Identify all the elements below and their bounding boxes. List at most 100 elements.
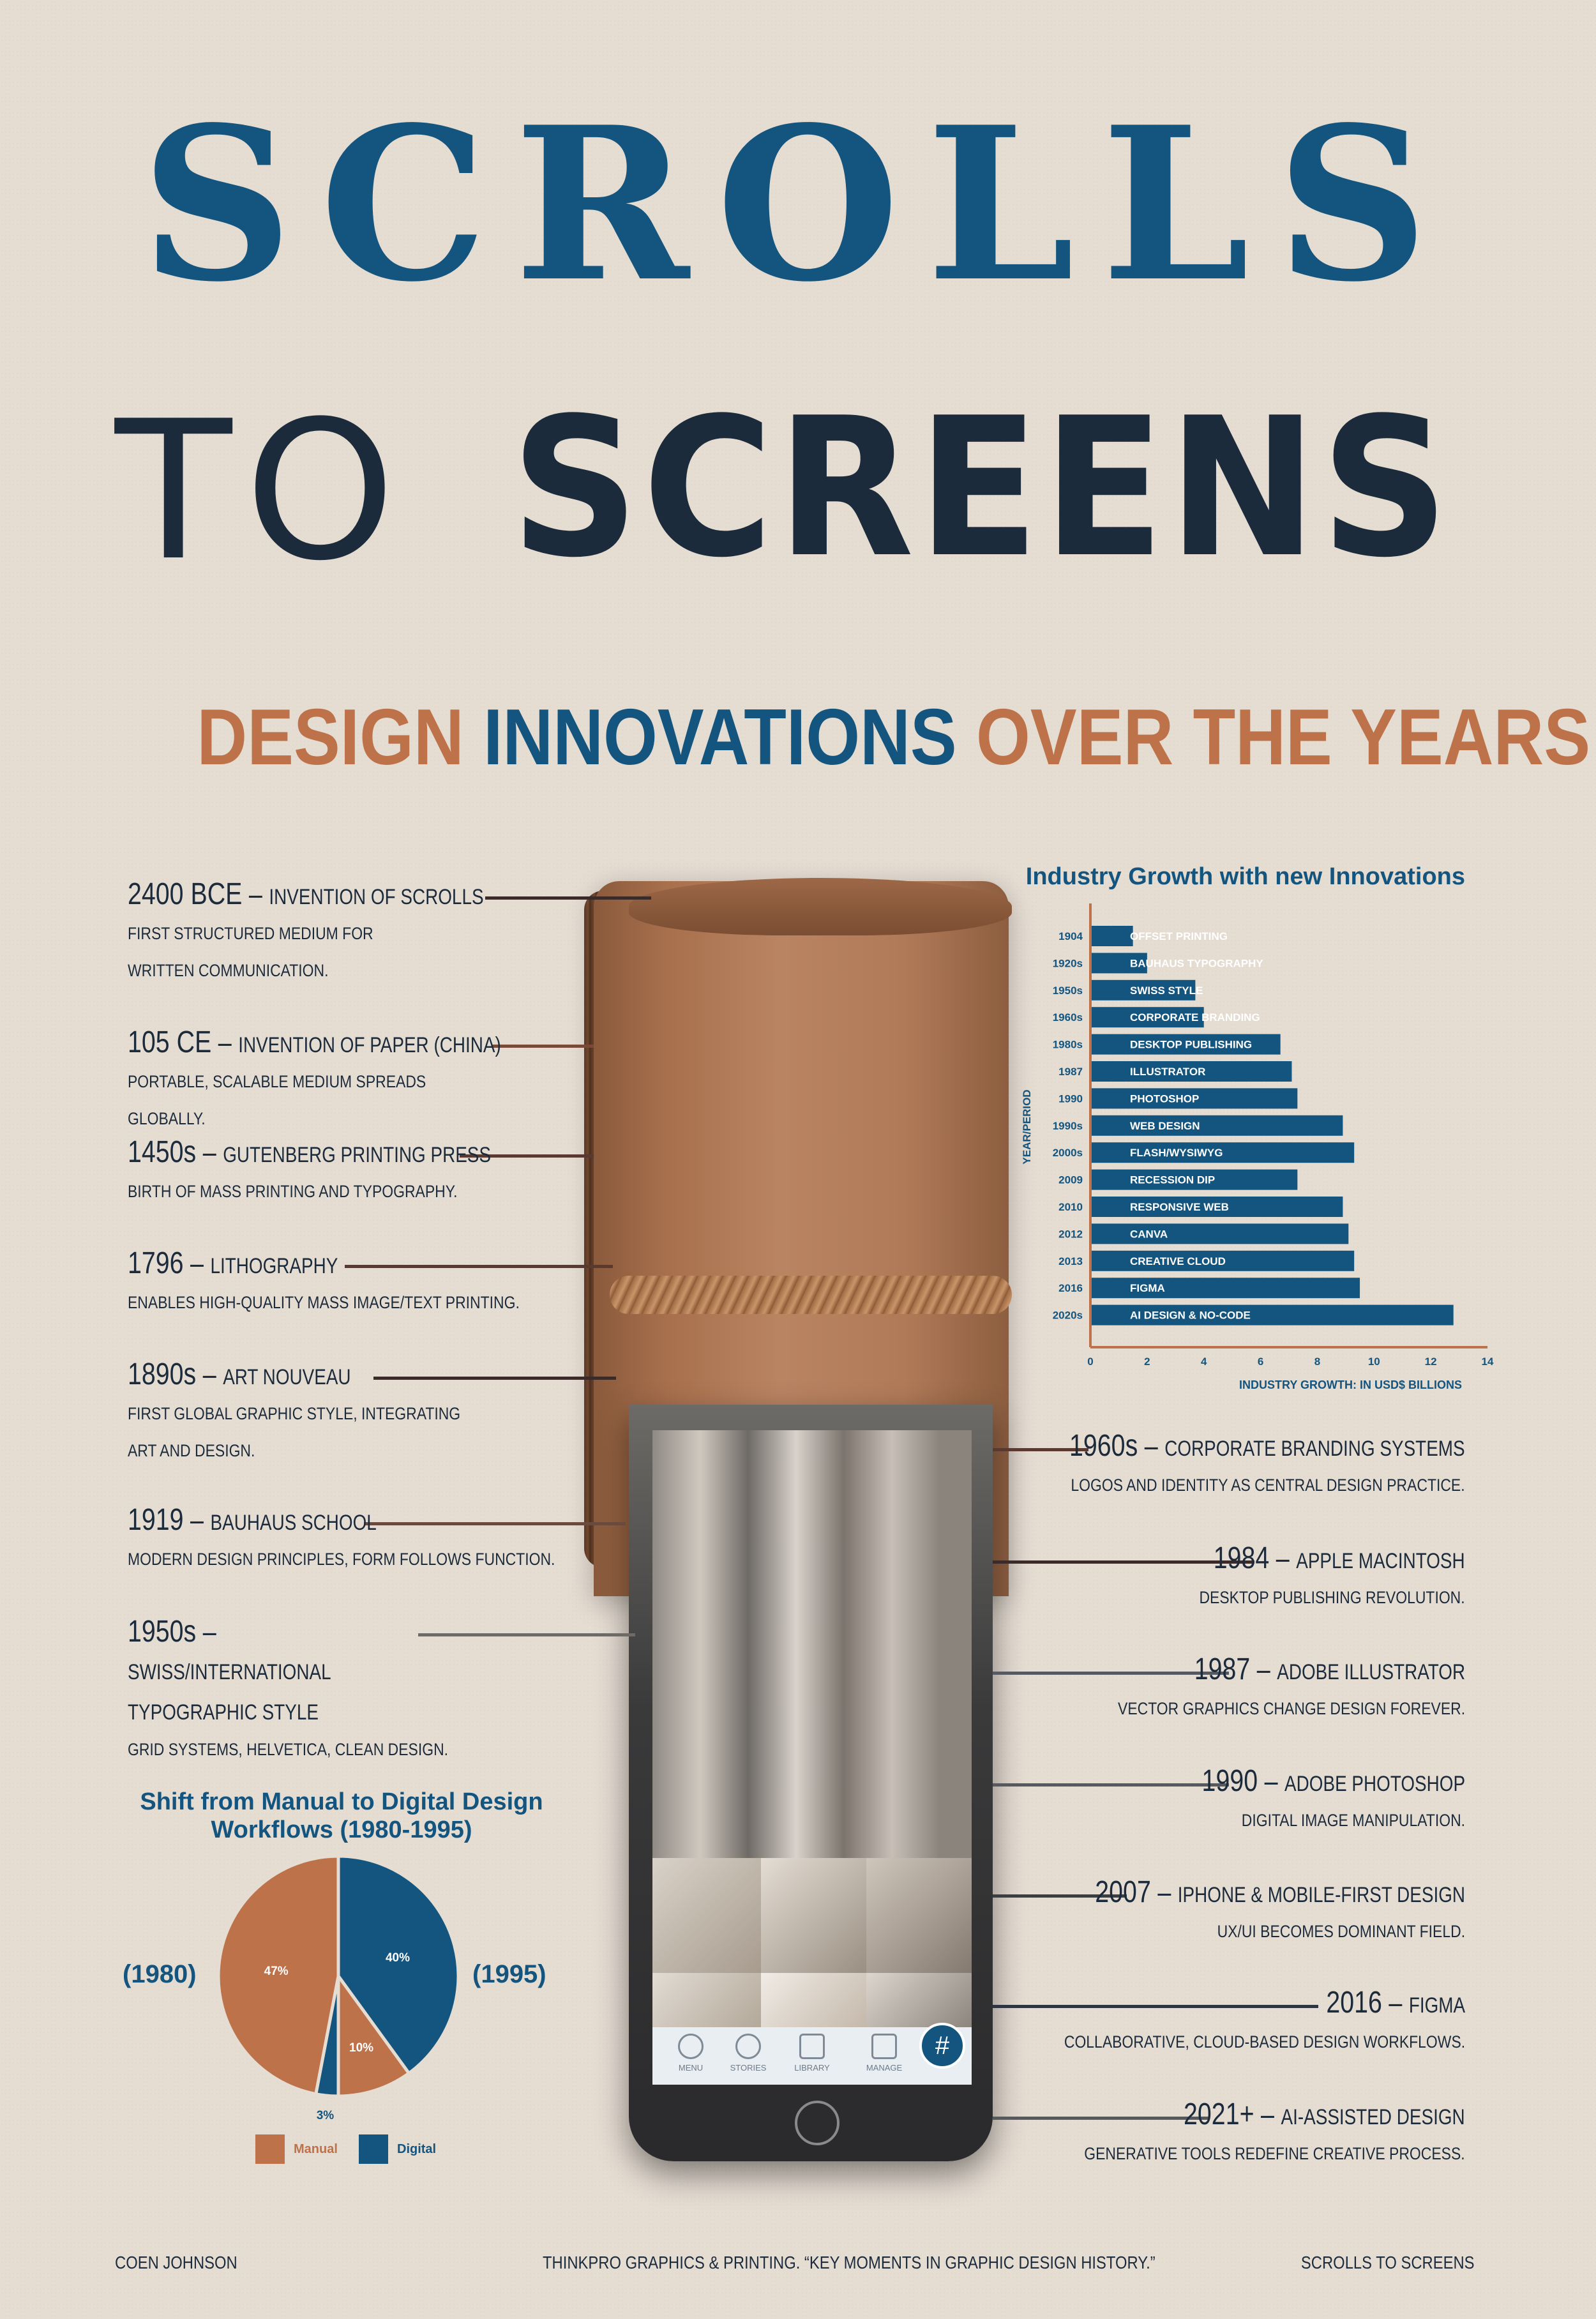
- tab-menu[interactable]: MENU: [662, 2034, 719, 2078]
- bar-data-label: BAUHAUS TYPOGRAPHY: [1130, 957, 1263, 969]
- timeline-event-name: Swiss/International Typographic Style: [128, 1660, 331, 1725]
- timeline-event-name: Apple Macintosh: [1296, 1549, 1465, 1573]
- bar-data-label: OFFSET PRINTING: [1130, 930, 1228, 942]
- timeline-description: Digital image manipulation.: [1241, 1811, 1465, 1830]
- tab-stories[interactable]: STORIES: [719, 2034, 777, 2078]
- pie-year-left: (1980): [123, 1960, 197, 1988]
- bar: [1090, 979, 1196, 1001]
- bar-category-label: 1960s: [1053, 1011, 1083, 1024]
- bar: [1090, 1197, 1343, 1217]
- timeline-connector: [993, 1448, 1088, 1451]
- footer-citation: THINKPRO GRAPHICS & PRINTING. “KEY MOMEN…: [543, 2253, 1156, 2272]
- timeline-entry-2400bce: 2400 BCE – Invention of Scrolls First st…: [128, 876, 562, 989]
- legend-label-manual: Manual: [294, 2142, 338, 2156]
- timeline-event-name: Invention of Scrolls: [269, 885, 484, 909]
- timeline-year: 1960s: [1069, 1429, 1138, 1463]
- timeline-connector: [993, 2117, 1210, 2120]
- timeline-year: 1919: [128, 1503, 184, 1537]
- timeline-connector: [993, 1783, 1229, 1786]
- timeline-entry-1990: 1990 – Adobe Photoshop Digital image man…: [1144, 1763, 1465, 1839]
- timeline-description: Grid systems, Helvetica, clean design.: [128, 1740, 449, 1759]
- hashtag-fab-button[interactable]: #: [919, 2023, 965, 2069]
- bar-category-label: 2010: [1058, 1201, 1083, 1213]
- photo-thumbnail: [761, 1973, 866, 2027]
- bar: [1090, 1169, 1298, 1190]
- photo-thumbnail: [866, 1858, 972, 1973]
- bar-data-label: RECESSION DIP: [1130, 1174, 1215, 1186]
- bar-data-label: CORPORATE BRANDING: [1130, 1011, 1260, 1024]
- bar: [1090, 926, 1133, 946]
- x-tick-label: 8: [1314, 1356, 1320, 1368]
- timeline-connector: [345, 1265, 613, 1268]
- timeline-description: Collaborative, cloud-based design workfl…: [1064, 2032, 1465, 2051]
- subtitle: DESIGN INNOVATIONS OVER THE YEARS: [197, 690, 1590, 785]
- bar-category-label: 2012: [1058, 1228, 1083, 1240]
- grid-icon: [799, 2034, 825, 2059]
- timeline-description: First global graphic style, integrating …: [128, 1404, 461, 1460]
- bar-category-label: 1990: [1058, 1092, 1083, 1105]
- timeline-entry-1984: 1984 – Apple Macintosh Desktop publishin…: [1152, 1540, 1465, 1616]
- timeline-entry-1960s: 1960s – Corporate Branding Systems Logos…: [982, 1428, 1465, 1504]
- timeline-year: 1950s: [128, 1615, 197, 1649]
- pie-slice-label: 10%: [349, 2041, 373, 2055]
- timeline-connector: [418, 1633, 635, 1636]
- timeline-entry-1890s: 1890s – Art Nouveau First global graphic…: [128, 1356, 549, 1469]
- timeline-description: UX/UI becomes dominant field.: [1217, 1922, 1465, 1941]
- tab-manage[interactable]: MANAGE: [855, 2034, 913, 2078]
- bar-data-label: PHOTOSHOP: [1130, 1092, 1199, 1105]
- timeline-connector: [485, 896, 651, 900]
- timeline-description: Logos and identity as central design pra…: [1071, 1476, 1465, 1495]
- title-scrolls: SCROLLS: [140, 80, 1456, 328]
- timeline-entry-1987: 1987 – Adobe Illustrator Vector graphics…: [1057, 1651, 1465, 1727]
- subtitle-innovations: INNOVATIONS: [483, 693, 957, 782]
- timeline-entry-2021: 2021+ – AI-Assisted Design Generative to…: [1017, 2096, 1465, 2172]
- timeline-year: 1796: [128, 1246, 184, 1280]
- timeline-entry-1950s: 1950s – Swiss/International Typographic …: [128, 1613, 575, 1768]
- bar-data-label: RESPONSIVE WEB: [1130, 1201, 1229, 1213]
- bar-data-label: FIGMA: [1130, 1282, 1165, 1294]
- stories-icon: [735, 2034, 761, 2059]
- x-tick-label: 4: [1201, 1356, 1207, 1368]
- x-tick-label: 10: [1368, 1356, 1380, 1368]
- timeline-entry-2016: 2016 – Figma Collaborative, cloud-based …: [993, 1984, 1465, 2060]
- bar-chart-title: Industry Growth with new Innovations: [1025, 863, 1465, 890]
- timeline-connector: [373, 1377, 616, 1380]
- bar: [1090, 1142, 1355, 1163]
- x-tick-label: 14: [1482, 1356, 1494, 1368]
- bar-category-label: 1950s: [1053, 985, 1083, 997]
- timeline-connector: [460, 1154, 594, 1158]
- bar-data-label: SWISS STYLE: [1130, 985, 1203, 997]
- bar-category-label: 1980s: [1053, 1039, 1083, 1051]
- bar-category-label: 1990s: [1053, 1120, 1083, 1132]
- phone-screen: [652, 1430, 972, 2085]
- bar: [1090, 1250, 1355, 1271]
- timeline-event-name: iPhone & Mobile-First Design: [1177, 1883, 1465, 1907]
- timeline-description: Portable, scalable medium spreads global…: [128, 1072, 426, 1128]
- scroll-rope: [610, 1276, 1012, 1314]
- bar: [1090, 1007, 1204, 1028]
- footer-title: SCROLLS TO SCREENS: [1301, 2253, 1475, 2272]
- timeline-event-name: Lithography: [210, 1254, 338, 1278]
- tab-library[interactable]: LIBRARY: [783, 2034, 841, 2078]
- y-axis-label: YEAR/PERIOD: [1021, 1089, 1033, 1164]
- timeline-event-name: Corporate Branding Systems: [1164, 1437, 1465, 1461]
- timeline-year: 2400 BCE: [128, 877, 243, 911]
- timeline-entry-105ce: 105 CE – Invention of Paper (China) Port…: [128, 1024, 583, 1137]
- phone-tab-bar: [652, 2027, 972, 2085]
- timeline-event-name: Adobe Photoshop: [1284, 1772, 1465, 1796]
- x-tick-label: 6: [1258, 1356, 1263, 1368]
- legend-swatch-manual: [255, 2134, 285, 2164]
- industry-growth-bar-chart: 1904 OFFSET PRINTING 1920s BAUHAUS TYPOGRAP…: [1021, 903, 1494, 1391]
- timeline-event-name: Gutenberg Printing Press: [223, 1143, 492, 1167]
- bar: [1090, 1088, 1298, 1109]
- timeline-connector: [993, 2005, 1318, 2008]
- timeline-year: 1987: [1194, 1652, 1251, 1686]
- photo-thumbnail: [652, 1973, 761, 2027]
- timeline-connector: [364, 1522, 626, 1525]
- bar-category-label: 2013: [1058, 1255, 1083, 1267]
- bar-data-label: AI DESIGN & NO-CODE: [1130, 1310, 1251, 1322]
- subtitle-over-the-years: OVER THE YEARS: [976, 693, 1591, 782]
- bar: [1090, 1115, 1343, 1136]
- bar-chart-icon: [871, 2034, 897, 2059]
- bar: [1090, 1061, 1292, 1082]
